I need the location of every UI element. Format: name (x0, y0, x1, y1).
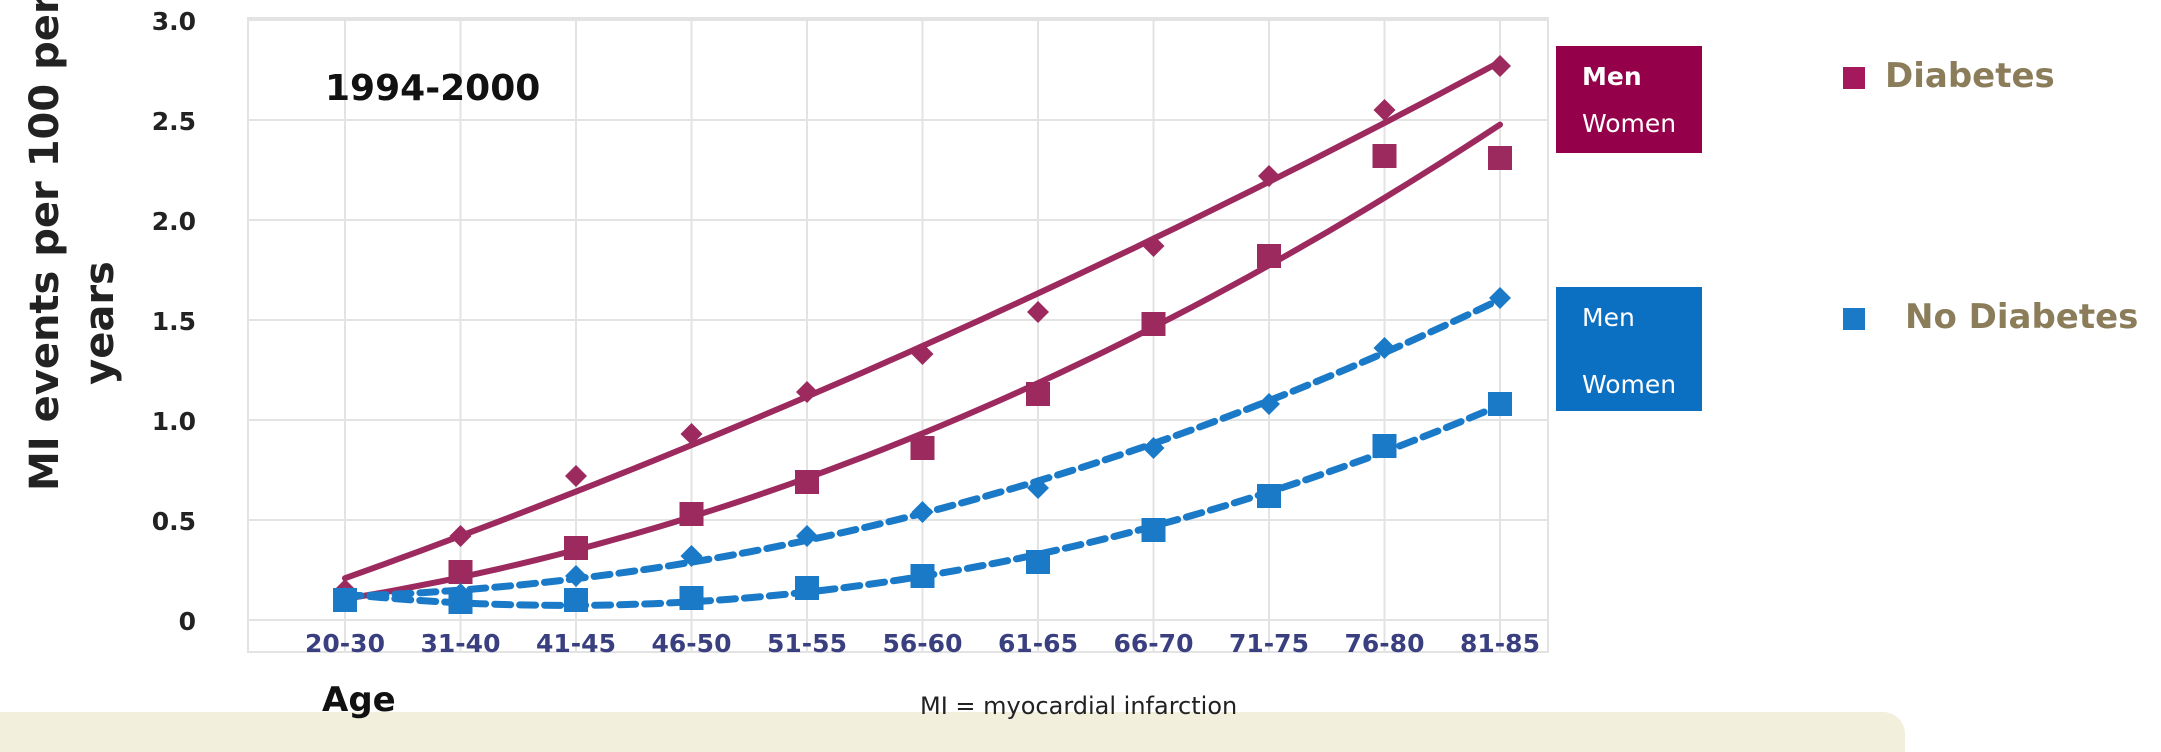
data-point-square (1026, 382, 1050, 406)
data-point-square (1026, 550, 1050, 574)
legend-diabetes-label: Diabetes (1885, 56, 2055, 96)
x-tick-label: 66-70 (1114, 629, 1194, 658)
x-axis-label: Age (322, 680, 396, 720)
data-point-square (795, 470, 819, 494)
data-point-square (910, 564, 935, 588)
data-point-diamond (796, 381, 818, 403)
data-point-square (333, 588, 357, 612)
data-point-diamond (796, 525, 818, 547)
data-point-square (564, 536, 588, 560)
data-point-square (448, 590, 473, 614)
data-point-square (1141, 518, 1166, 542)
x-tick-label: 56-60 (883, 629, 963, 658)
x-tick-label: 31-40 (421, 629, 501, 658)
series-trend-line-1 (342, 121, 1503, 602)
chart-plot: 0 0.5 1.0 1.5 2.0 2.5 3.0 20-30 31-40 41-45 46-50 5… (152, 7, 1549, 658)
data-point-square (1257, 484, 1281, 508)
y-tick-label: 2.0 (152, 207, 196, 236)
plot-frame (247, 17, 1549, 653)
data-point-square (1257, 244, 1281, 268)
x-tick-label: 46-50 (652, 629, 732, 658)
chart-title: 1994-2000 (325, 68, 541, 109)
y-tick-label: 3.0 (152, 7, 196, 36)
data-point-square (910, 436, 935, 460)
data-point-diamond (449, 525, 472, 547)
data-point-diamond (1489, 287, 1511, 309)
y-tick-label: 2.5 (152, 107, 196, 136)
footnote: MI = myocardial infarction (920, 692, 1238, 720)
y-tick-label: 1.0 (152, 407, 196, 436)
data-point-square (795, 576, 819, 600)
legend-no-diabetes-label: No Diabetes (1905, 297, 2139, 337)
data-point-square (679, 502, 704, 526)
y-tick-label: 0 (179, 607, 196, 636)
y-tick-label: 0.5 (152, 507, 196, 536)
data-point-diamond (565, 465, 587, 487)
legend-diabetes-men: Men (1582, 62, 1642, 91)
data-point-diamond (1142, 235, 1165, 257)
legend-box-no-diabetes: Men Women (1556, 287, 1702, 411)
data-point-diamond (1142, 437, 1165, 459)
data-point-diamond (911, 343, 934, 365)
legend-box-diabetes: Men Women (1556, 46, 1702, 153)
data-point-diamond (1258, 393, 1280, 415)
data-point-square (1488, 146, 1512, 170)
data-point-diamond (1373, 337, 1396, 359)
data-point-diamond (1373, 99, 1396, 121)
data-point-diamond (1489, 55, 1511, 77)
y-tick-label: 1.5 (152, 307, 196, 336)
data-point-square (1372, 434, 1397, 458)
data-point-diamond (1258, 165, 1280, 187)
legend-diabetes-women: Women (1582, 109, 1677, 138)
no-diabetes-swatch (1843, 308, 1865, 330)
data-point-square (679, 586, 704, 610)
legend-nodiabetes-men: Men (1582, 303, 1635, 332)
data-point-diamond (680, 423, 703, 445)
data-point-diamond (911, 501, 934, 523)
data-point-diamond (1027, 477, 1049, 499)
data-point-diamond (1027, 301, 1049, 323)
legend-nodiabetes-women: Women (1582, 370, 1677, 399)
data-point-diamond (565, 565, 587, 587)
x-tick-label: 20-30 (305, 629, 385, 658)
x-tick-label: 71-75 (1229, 629, 1309, 658)
x-tick-label: 41-45 (536, 629, 616, 658)
x-tick-label: 81-85 (1460, 629, 1540, 658)
data-point-square (1141, 312, 1166, 336)
x-tick-label: 76-80 (1345, 629, 1425, 658)
data-point-square (1372, 144, 1397, 168)
x-tick-label: 51-55 (767, 629, 847, 658)
diabetes-swatch (1843, 67, 1865, 89)
data-point-square (448, 560, 473, 584)
data-point-diamond (680, 545, 703, 567)
x-tick-label: 61-65 (998, 629, 1078, 658)
data-point-square (1488, 392, 1512, 416)
data-point-square (564, 588, 588, 612)
